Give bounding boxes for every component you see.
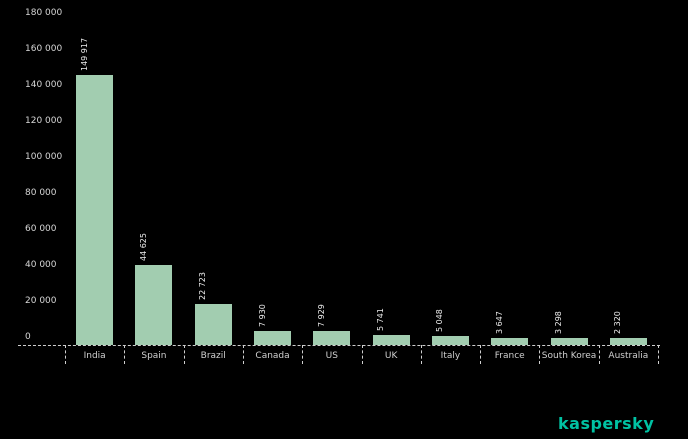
y-axis-tick-label: 180 000 xyxy=(25,8,63,18)
category-label-india: India xyxy=(83,351,106,361)
category-label-italy: Italy xyxy=(440,351,461,361)
bar-south-korea xyxy=(551,338,588,345)
bar-india xyxy=(76,75,113,345)
y-axis-tick-label: 80 000 xyxy=(25,188,57,198)
x-axis-category-tick xyxy=(124,345,126,364)
x-axis-category-tick xyxy=(420,345,422,364)
x-axis-category-tick xyxy=(598,345,600,364)
bar-value-label: 3 298 xyxy=(554,311,563,334)
bar-uk xyxy=(373,335,410,345)
category-label-france: France xyxy=(494,351,525,361)
x-axis-category-tick xyxy=(65,345,66,364)
x-axis-category-tick xyxy=(480,345,482,364)
bar-france xyxy=(491,338,528,345)
bar-value-label: 7 930 xyxy=(258,304,267,327)
category-label-south-korea: South Korea xyxy=(541,351,597,361)
y-axis-tick-label: 140 000 xyxy=(25,80,63,90)
category-label-us: US xyxy=(325,351,338,361)
y-axis-tick-label: 0 xyxy=(25,332,31,342)
category-label-australia: Australia xyxy=(608,351,649,361)
x-axis-line xyxy=(18,345,660,346)
bar-brazil xyxy=(195,304,232,345)
x-axis-category-tick xyxy=(183,345,185,364)
bar-value-label: 5 741 xyxy=(376,308,385,331)
bar-italy xyxy=(432,336,469,345)
bar-australia xyxy=(610,338,647,345)
y-axis-tick-label: 60 000 xyxy=(25,224,57,234)
bar-spain xyxy=(135,265,172,345)
y-axis-tick-label: 20 000 xyxy=(25,296,57,306)
bar-value-label: 2 320 xyxy=(613,311,622,334)
category-label-spain: Spain xyxy=(141,351,167,361)
bar-value-label: 5 048 xyxy=(435,309,444,332)
bar-value-label: 3 647 xyxy=(495,311,504,334)
y-axis-tick-label: 160 000 xyxy=(25,44,63,54)
y-axis-tick-label: 100 000 xyxy=(25,152,63,162)
bar-value-label: 7 929 xyxy=(317,304,326,327)
x-axis-category-tick xyxy=(302,345,304,364)
bar-value-label: 149 917 xyxy=(80,37,89,71)
y-axis-tick-label: 120 000 xyxy=(25,116,63,126)
category-label-uk: UK xyxy=(384,351,398,361)
x-axis-category-tick xyxy=(658,345,659,364)
y-axis-tick-label: 40 000 xyxy=(25,260,57,270)
category-label-brazil: Brazil xyxy=(200,351,226,361)
x-axis-category-tick xyxy=(539,345,541,364)
category-label-canada: Canada xyxy=(255,351,290,361)
bar-us xyxy=(313,331,350,345)
x-axis-category-tick xyxy=(242,345,244,364)
x-axis-category-tick xyxy=(361,345,363,364)
bar-value-label: 44 625 xyxy=(139,233,148,261)
bar-canada xyxy=(254,331,291,345)
bar-value-label: 22 723 xyxy=(198,272,207,300)
kaspersky-logo: kaspersky xyxy=(558,414,655,433)
